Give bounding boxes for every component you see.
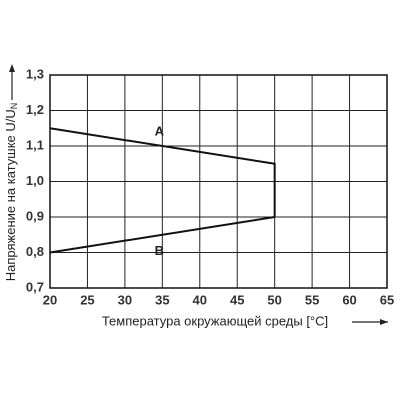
x-tick-label: 35 <box>155 292 169 307</box>
series-label: B <box>155 243 164 258</box>
x-tick-label: 45 <box>230 292 244 307</box>
x-tick-label: 50 <box>267 292 281 307</box>
x-tick-label: 40 <box>193 292 207 307</box>
y-arrow-head <box>9 64 15 72</box>
plot-frame <box>49 74 388 289</box>
y-tick-label: 1,3 <box>26 66 44 81</box>
y-tick-label: 1,1 <box>26 137 44 152</box>
x-tick-label: 30 <box>118 292 132 307</box>
x-tick-label: 20 <box>43 292 57 307</box>
y-tick-label: 1,0 <box>26 173 44 188</box>
y-axis-label: Напряжение на катушке U/UN <box>3 103 19 282</box>
y-tick-label: 0,9 <box>26 208 44 223</box>
y-tick-label: 0,7 <box>26 279 44 294</box>
x-arrow-head <box>380 319 388 325</box>
x-tick-label: 25 <box>80 292 94 307</box>
y-tick-label: 0,8 <box>26 244 44 259</box>
line <box>49 216 275 254</box>
line <box>49 127 276 217</box>
x-axis-label: Температура окружающей среды [°C] <box>102 313 328 328</box>
x-tick-label: 60 <box>342 292 356 307</box>
y-axis-label-main: Напряжение на катушке U/U <box>3 109 18 281</box>
series-label: A <box>155 123 165 138</box>
x-tick-label: 55 <box>305 292 319 307</box>
y-tick-label: 1,2 <box>26 102 44 117</box>
x-tick-label: 65 <box>380 292 394 307</box>
y-axis-label-sub: N <box>9 103 19 110</box>
